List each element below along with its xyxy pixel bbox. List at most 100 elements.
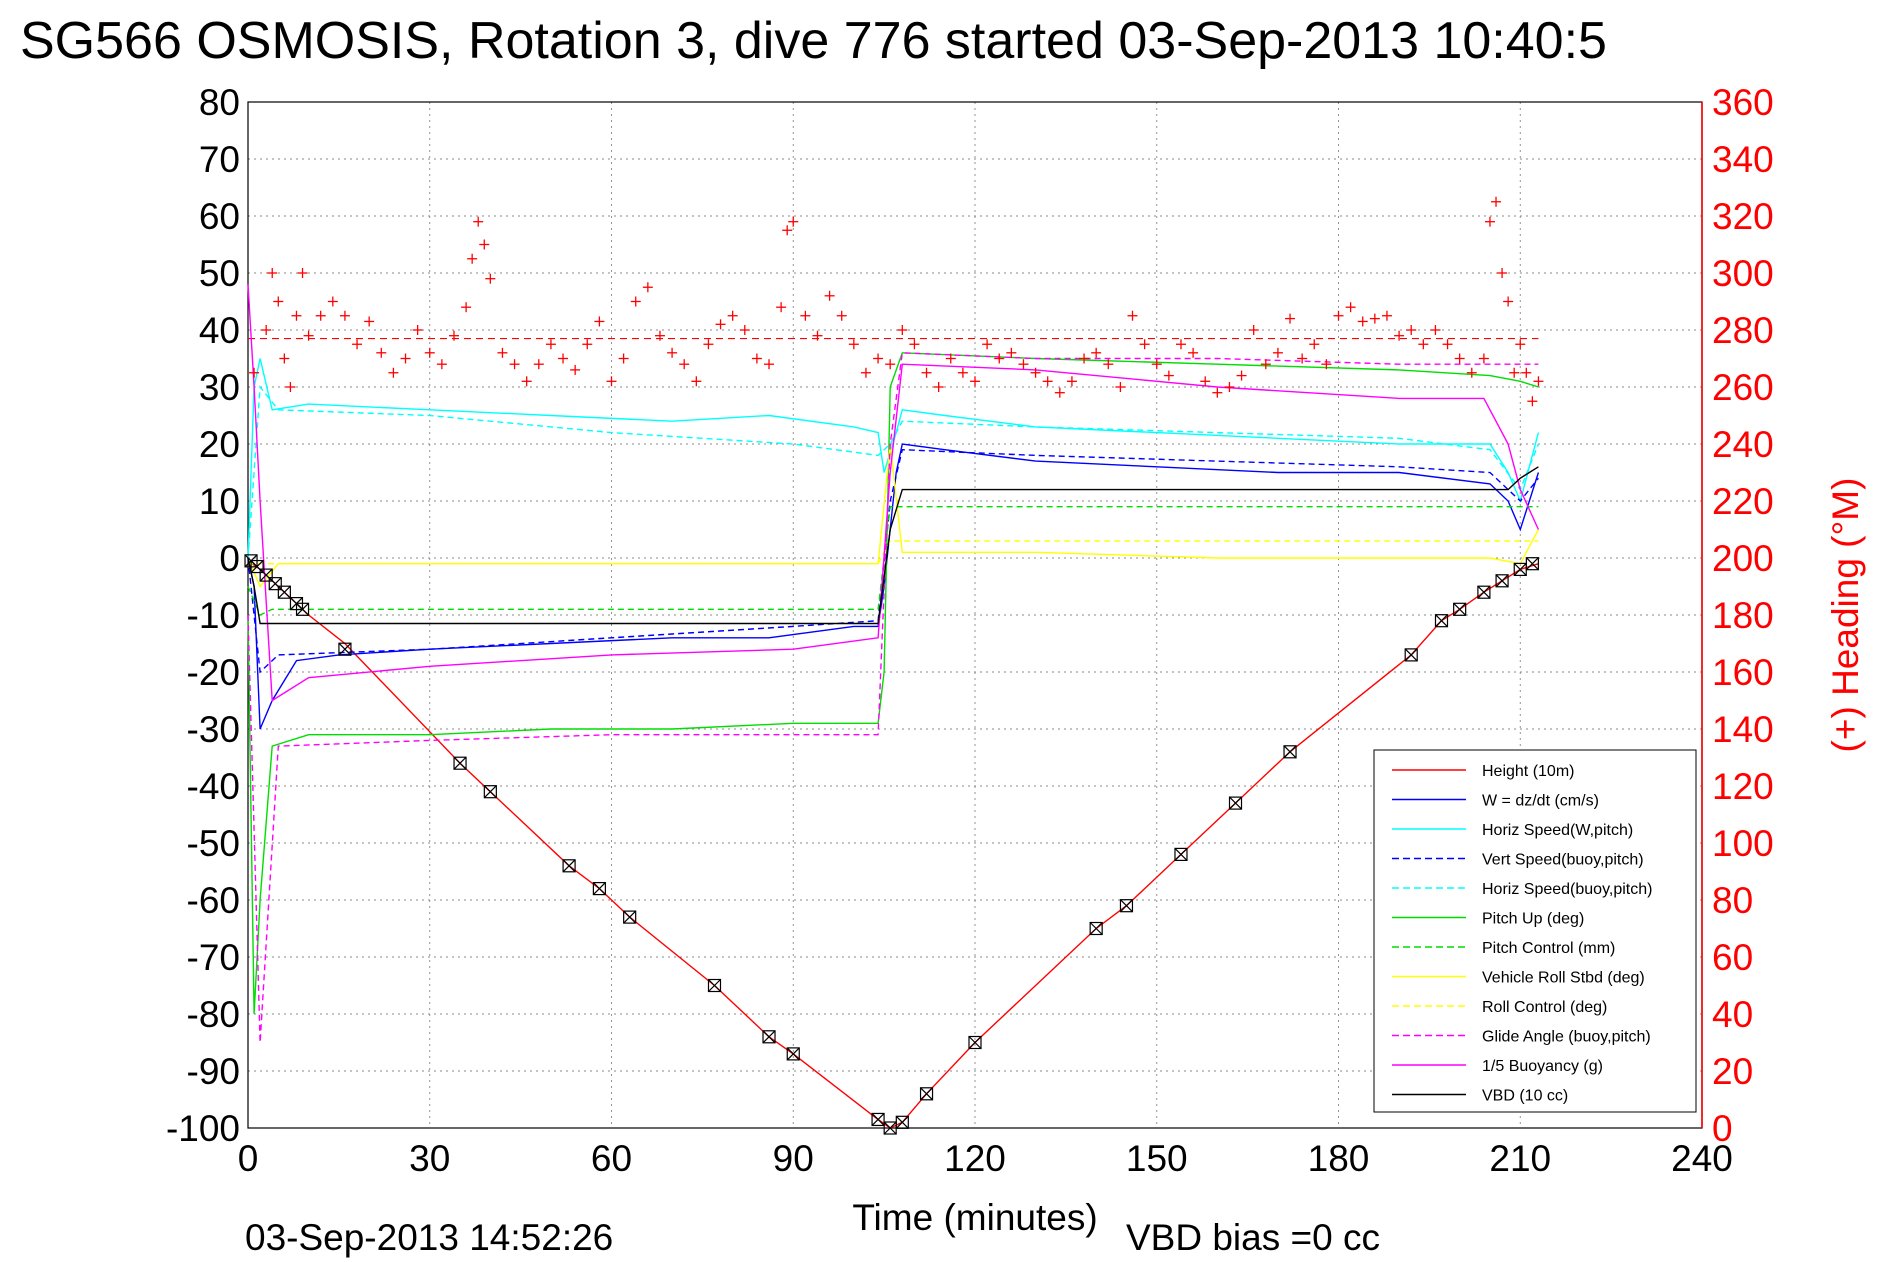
legend-label: Horiz Speed(W,pitch) <box>1482 822 1633 839</box>
height-sample-marker <box>1404 648 1418 662</box>
x-tick-label: 90 <box>773 1138 814 1179</box>
heading-marker <box>788 216 799 227</box>
heading-marker <box>1484 216 1495 227</box>
heading-marker <box>1175 339 1186 350</box>
heading-marker <box>1285 313 1296 324</box>
height-sample-marker <box>1495 574 1509 588</box>
x-tick-label: 30 <box>409 1138 450 1179</box>
heading-marker <box>279 353 290 364</box>
heading-marker <box>1321 359 1332 370</box>
heading-marker <box>467 253 478 264</box>
heading-marker <box>994 353 1005 364</box>
heading-marker <box>1236 370 1247 381</box>
heading-marker <box>727 310 738 321</box>
heading-marker <box>764 359 775 370</box>
height-sample-marker <box>968 1035 982 1050</box>
y2-tick-label: 120 <box>1712 766 1774 807</box>
heading-marker <box>1466 367 1477 378</box>
series-line-8 <box>248 540 1539 565</box>
heading-marker <box>376 347 387 358</box>
heading-marker <box>897 325 908 335</box>
legend-item: Height (10m) <box>1392 763 1574 780</box>
heading-marker <box>606 376 617 387</box>
heading-marker <box>1030 367 1041 378</box>
x-tick-label: 210 <box>1489 1138 1551 1179</box>
y2-tick-label: 360 <box>1712 82 1774 123</box>
height-sample-marker <box>453 756 467 770</box>
heading-markers <box>249 196 1544 407</box>
series-line-0 <box>247 560 1539 1129</box>
height-sample-marker <box>1477 585 1491 599</box>
heading-marker <box>249 367 260 378</box>
heading-marker <box>1381 310 1392 321</box>
heading-marker <box>618 353 629 364</box>
heading-marker <box>352 339 363 350</box>
heading-marker <box>1418 339 1429 350</box>
y2-tick-label: 140 <box>1712 709 1774 750</box>
y2-tick-label: 20 <box>1712 1051 1753 1092</box>
height-sample-marker <box>1089 921 1103 936</box>
chart-title: SG566 OSMOSIS, Rotation 3, dive 776 star… <box>20 12 1607 70</box>
heading-marker <box>273 296 284 307</box>
heading-marker <box>970 376 980 387</box>
series-line-4 <box>247 385 1540 559</box>
y2-tick-label: 40 <box>1712 994 1753 1035</box>
heading-marker <box>388 367 399 378</box>
heading-marker <box>267 268 278 278</box>
legend-item: Vert Speed(buoy,pitch) <box>1392 852 1644 869</box>
y-tick-label: -40 <box>187 766 240 807</box>
height-sample-marker <box>277 585 291 599</box>
heading-marker <box>1018 359 1029 370</box>
heading-marker <box>594 316 605 327</box>
heading-marker <box>800 310 811 321</box>
height-sample-marker <box>895 1115 909 1129</box>
heading-marker <box>1200 376 1211 387</box>
heading-marker <box>703 339 714 350</box>
heading-marker <box>297 268 308 278</box>
y-tick-label: 40 <box>199 310 240 351</box>
x-tick-label: 120 <box>944 1138 1006 1179</box>
heading-marker <box>1212 387 1223 398</box>
legend-label: Roll Control (deg) <box>1482 999 1607 1016</box>
height-sample-marker <box>1283 745 1297 759</box>
y-tick-label: 30 <box>199 367 240 408</box>
heading-marker <box>291 310 302 321</box>
legend-label: Horiz Speed(buoy,pitch) <box>1482 881 1652 898</box>
heading-marker <box>1430 325 1441 335</box>
vbd-bias-label: VBD bias =0 cc <box>1126 1217 1380 1258</box>
series-line-2 <box>247 358 1540 559</box>
legend-label: Glide Angle (buoy,pitch) <box>1482 1029 1651 1046</box>
heading-marker <box>679 359 690 370</box>
y2-axis-ticks: 3603403203002802602402202001801601401201… <box>1712 82 1774 1149</box>
heading-marker <box>957 367 968 378</box>
heading-marker <box>873 353 884 364</box>
heading-marker <box>1297 353 1308 364</box>
heading-marker <box>885 359 896 370</box>
legend-item: Horiz Speed(W,pitch) <box>1392 822 1633 839</box>
heading-marker <box>1006 347 1017 358</box>
heading-marker <box>533 359 544 370</box>
y-tick-label: 80 <box>199 82 240 123</box>
y2-axis-label: (+) Heading (°M) <box>1825 478 1866 753</box>
heading-marker <box>1406 325 1417 335</box>
heading-marker <box>630 296 641 307</box>
series-line-6 <box>247 506 1539 616</box>
y2-tick-label: 300 <box>1712 253 1774 294</box>
y2-tick-label: 200 <box>1712 538 1774 579</box>
series-line-5 <box>247 352 1539 1015</box>
heading-marker <box>473 216 484 227</box>
heading-marker <box>582 339 593 350</box>
heading-marker <box>315 310 326 321</box>
height-sample-marker <box>1174 847 1188 862</box>
heading-marker <box>521 376 532 387</box>
height-sample-marker <box>707 978 722 993</box>
heading-marker <box>921 367 932 378</box>
heading-marker <box>654 330 665 341</box>
y-tick-label: 70 <box>199 139 240 180</box>
series-line-9 <box>247 352 1539 1043</box>
legend-items: Height (10m) W = dz/dt (cm/s) Horiz Speed(… <box>1392 763 1652 1105</box>
heading-marker <box>479 239 490 250</box>
y2-tick-label: 60 <box>1712 937 1753 978</box>
legend-label: W = dz/dt (cm/s) <box>1482 793 1599 810</box>
x-tick-label: 150 <box>1126 1138 1188 1179</box>
